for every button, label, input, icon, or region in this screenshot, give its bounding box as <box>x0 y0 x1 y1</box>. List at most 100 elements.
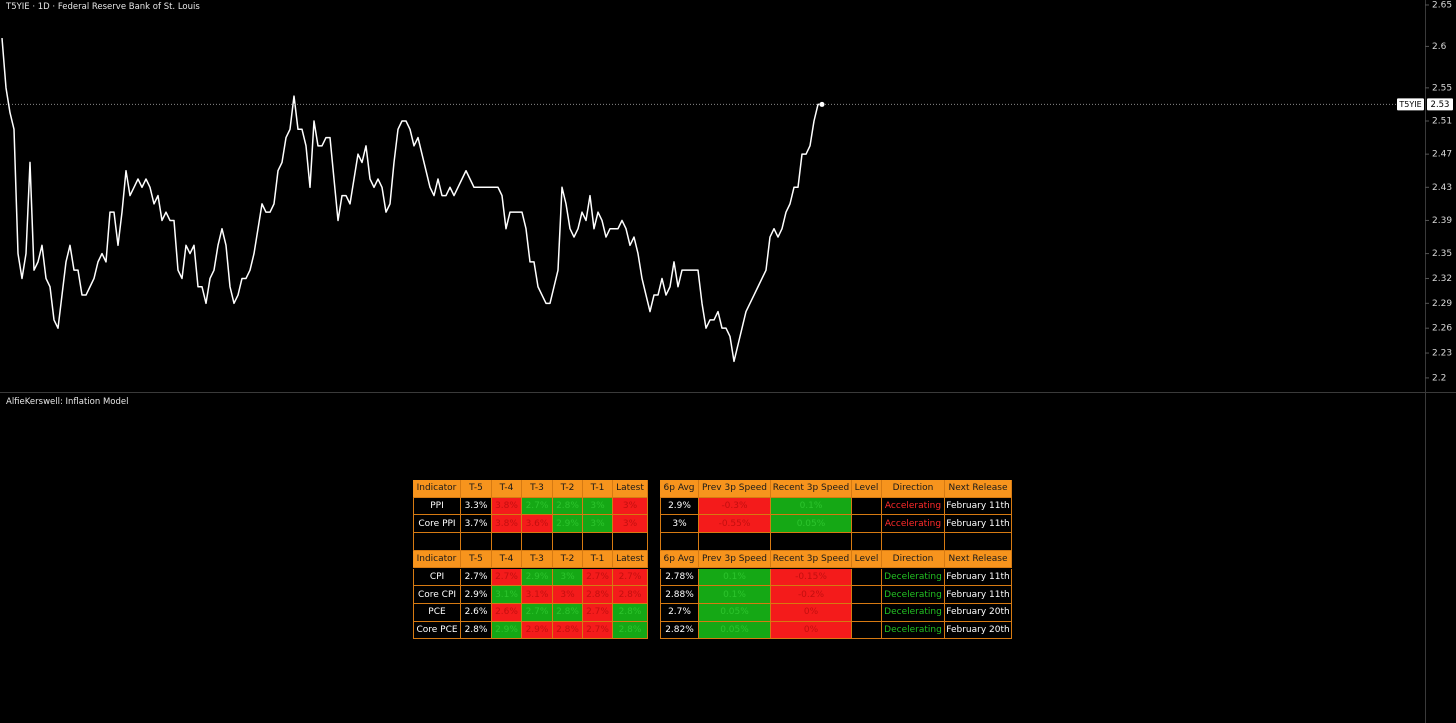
table-header-cell: T-3 <box>522 480 553 498</box>
table-header-cell: T-4 <box>492 480 522 498</box>
colored-cell: 2.7% <box>583 568 613 587</box>
table-header-cell: Recent 3p Speed <box>771 550 852 569</box>
colored-cell: 2.9% <box>553 515 583 534</box>
table-header-cell: T-2 <box>553 550 583 569</box>
last-point <box>819 101 825 107</box>
colored-cell: 2.7% <box>613 568 648 587</box>
last-price-label: 2.53 <box>1431 100 1450 110</box>
table-cell: PPI <box>413 497 461 516</box>
colored-cell: 2.9% <box>522 568 553 587</box>
table-header-cell: Latest <box>613 480 648 498</box>
table-cell: Core CPI <box>413 586 461 604</box>
colored-cell: 0.05% <box>699 621 771 640</box>
table-cell: 2.6% <box>461 603 492 622</box>
table-cell: February 11th <box>945 515 1012 534</box>
table-cell: 2.7% <box>461 568 492 587</box>
table-header-cell: Next Release <box>945 550 1012 569</box>
colored-cell: 3.6% <box>522 515 553 534</box>
colored-cell: 0.05% <box>699 603 771 622</box>
table-header-cell: 6p Avg <box>660 480 699 498</box>
table-cell: February 20th <box>945 603 1012 622</box>
colored-cell: -0.3% <box>699 497 771 516</box>
y-tick-label: 2.29 <box>1432 299 1452 309</box>
table-cell: CPI <box>413 568 461 587</box>
table-header-cell: Indicator <box>413 550 461 569</box>
colored-cell: 2.6% <box>492 603 522 622</box>
table-cell <box>852 497 882 516</box>
table-cell: Accelerating <box>882 515 945 534</box>
colored-cell: 0.1% <box>699 586 771 604</box>
table-header-cell: 6p Avg <box>660 550 699 569</box>
table-header-cell: Direction <box>882 480 945 498</box>
colored-cell: 2.9% <box>522 621 553 640</box>
spacer-cell <box>413 533 461 551</box>
spacer-cell <box>461 533 492 551</box>
table-cell: Decelerating <box>882 586 945 604</box>
colored-cell: 3% <box>613 497 648 516</box>
spacer-cell <box>852 533 882 551</box>
table-cell: February 11th <box>945 497 1012 516</box>
colored-cell: 0.05% <box>771 515 852 534</box>
table-header-cell: T-3 <box>522 550 553 569</box>
table-cell <box>852 568 882 587</box>
colored-cell: 2.8% <box>553 497 583 516</box>
colored-cell: 3.1% <box>492 586 522 604</box>
table-cell: Core PCE <box>413 621 461 640</box>
colored-cell: 3.8% <box>492 515 522 534</box>
table-cell: 2.7% <box>660 603 699 622</box>
spacer-cell <box>553 533 583 551</box>
table-cell: February 11th <box>945 568 1012 587</box>
table-cell: 2.8% <box>461 621 492 640</box>
table-cell: 3.7% <box>461 515 492 534</box>
colored-cell: 2.8% <box>613 586 648 604</box>
colored-cell: 0% <box>771 621 852 640</box>
table-header-cell: Prev 3p Speed <box>699 480 771 498</box>
table-cell <box>852 515 882 534</box>
colored-cell: -0.15% <box>771 568 852 587</box>
table-header-cell: Prev 3p Speed <box>699 550 771 569</box>
table-cell: 2.88% <box>660 586 699 604</box>
table-cell: Decelerating <box>882 568 945 587</box>
colored-cell: -0.2% <box>771 586 852 604</box>
table-header-cell: Level <box>852 550 882 569</box>
colored-cell: 2.7% <box>583 603 613 622</box>
y-tick-label: 2.65 <box>1432 0 1452 10</box>
table-header-cell: T-1 <box>583 480 613 498</box>
table-cell: PCE <box>413 603 461 622</box>
table-cell: 3.3% <box>461 497 492 516</box>
indicator-title: AlfieKerswell: Inflation Model <box>6 397 129 407</box>
table-cell <box>852 586 882 604</box>
table-cell: 2.82% <box>660 621 699 640</box>
spacer-cell <box>660 533 699 551</box>
colored-cell: 3.1% <box>522 586 553 604</box>
colored-cell: 2.7% <box>522 603 553 622</box>
colored-cell: 0.1% <box>771 497 852 516</box>
table-header-cell: Direction <box>882 550 945 569</box>
y-tick-label: 2.55 <box>1432 83 1452 93</box>
table-header-cell: Latest <box>613 550 648 569</box>
colored-cell: 2.7% <box>492 568 522 587</box>
colored-cell: 3% <box>583 515 613 534</box>
spacer-cell <box>945 533 1012 551</box>
table-header-cell: Next Release <box>945 480 1012 498</box>
table-cell: 2.9% <box>660 497 699 516</box>
spacer-cell <box>699 533 771 551</box>
table-cell: 2.9% <box>461 586 492 604</box>
y-tick-label: 2.39 <box>1432 216 1452 226</box>
spacer-cell <box>882 533 945 551</box>
y-tick-label: 2.43 <box>1432 183 1452 193</box>
colored-cell: 0.1% <box>699 568 771 587</box>
price-line <box>1 38 822 363</box>
spacer-cell <box>613 533 648 551</box>
series-tag: T5YIE <box>1398 100 1421 109</box>
table-cell: Core PPI <box>413 515 461 534</box>
last-price-box <box>1427 98 1453 111</box>
y-tick-label: 2.6 <box>1432 42 1447 52</box>
table-cell: 3% <box>660 515 699 534</box>
table-cell: February 11th <box>945 586 1012 604</box>
colored-cell: 3% <box>583 497 613 516</box>
colored-cell: 2.8% <box>583 586 613 604</box>
colored-cell: 2.8% <box>553 603 583 622</box>
